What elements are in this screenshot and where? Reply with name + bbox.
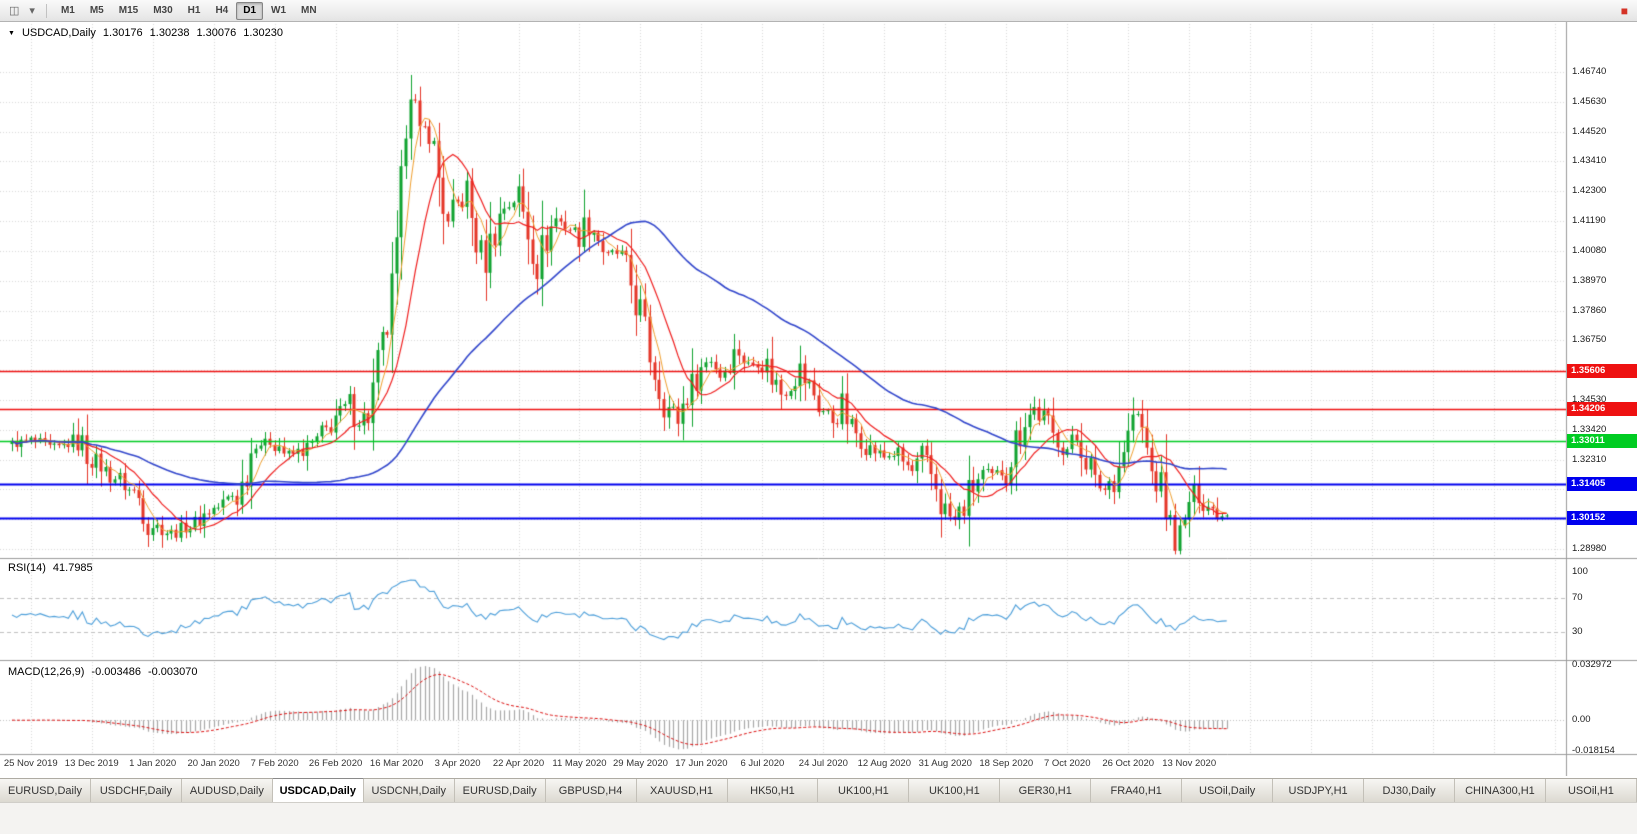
chart-tab-usoil-daily[interactable]: USOil,Daily: [1182, 779, 1274, 802]
chart-tab-usoil-h1[interactable]: USOil,H1: [1545, 779, 1637, 802]
record-icon[interactable]: ■: [1620, 3, 1628, 18]
status-strip: [0, 802, 1637, 834]
chart-tab-uk100-h1[interactable]: UK100,H1: [909, 779, 1001, 802]
chart-tab-hk50-h1[interactable]: HK50,H1: [727, 779, 819, 802]
chart-tab-china300-h1[interactable]: CHINA300,H1: [1455, 779, 1546, 802]
timeframe-button-m30[interactable]: M30: [153, 4, 173, 16]
price-axis[interactable]: [1567, 22, 1637, 754]
chart-tab-dj30-daily[interactable]: DJ30,Daily: [1364, 779, 1455, 802]
timeframe-button-m15[interactable]: M15: [118, 4, 139, 16]
chart-tab-uk100-h1[interactable]: UK100,H1: [818, 779, 910, 802]
chart-tab-eurusd-daily[interactable]: EURUSD,Daily: [454, 779, 546, 802]
timeframe-button-m5[interactable]: M5: [89, 4, 104, 16]
timeframe-button-h1[interactable]: H1: [187, 4, 201, 16]
timeframe-button-mn[interactable]: MN: [301, 4, 317, 16]
chart-tab-bar: EURUSD,Daily USDCHF,Daily AUDUSD,Daily USDC…: [0, 778, 1637, 802]
chart-tab-usdchf-daily[interactable]: USDCHF,Daily: [90, 779, 182, 802]
chart-tab-fra40-h1[interactable]: FRA40,H1: [1091, 779, 1183, 802]
toolbar-separator: [45, 3, 47, 18]
timeframe-toolbar: M1 M5 M15 M30 H1 H4 D1 W1 MN: [54, 1, 324, 20]
date-axis[interactable]: [0, 756, 1566, 776]
chart-tab-usdcad-daily[interactable]: USDCAD,Daily: [272, 778, 364, 802]
chart-tab-eurusd-daily[interactable]: EURUSD,Daily: [0, 779, 91, 802]
chart-tab-usdcnh-daily[interactable]: USDCNH,Daily: [363, 779, 455, 802]
timeframe-button-m1[interactable]: M1: [60, 4, 75, 16]
chart-tab-gbpusd-h4[interactable]: GBPUSD,H4: [545, 779, 637, 802]
dropdown-caret-icon[interactable]: ▾: [29, 4, 35, 17]
chart-tab-usdjpy-h1[interactable]: USDJPY,H1: [1273, 779, 1365, 802]
chart-canvas[interactable]: [0, 22, 1637, 776]
chart-tab-xauusd-h1[interactable]: XAUUSD,H1: [636, 779, 728, 802]
chart-tab-ger30-h1[interactable]: GER30,H1: [1000, 779, 1092, 802]
charts-icon[interactable]: ◫: [9, 4, 20, 17]
toolbar: ◫ ▾ M1 M5 M15 M30 H1 H4 D1 W1 MN ■: [0, 0, 1637, 22]
timeframe-button-w1[interactable]: W1: [271, 4, 287, 16]
chart-tab-audusd-daily[interactable]: AUDUSD,Daily: [181, 779, 273, 802]
timeframe-button-d1[interactable]: D1: [236, 1, 264, 20]
timeframe-button-h4[interactable]: H4: [215, 4, 229, 16]
